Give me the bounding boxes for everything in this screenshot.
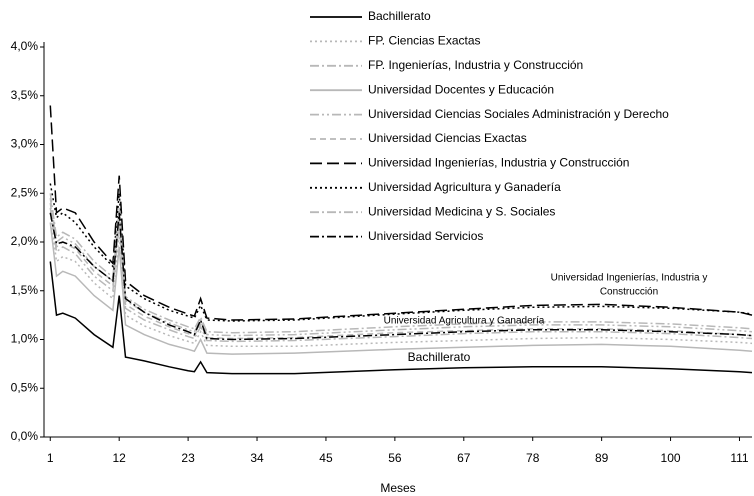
legend-label: Universidad Ciencias Sociales Administra…	[368, 107, 669, 121]
series-line	[49, 197, 753, 337]
legend-label: Universidad Docentes y Educación	[368, 82, 554, 96]
x-tick-label: 12	[113, 451, 127, 465]
y-tick-label: 3,5%	[11, 88, 39, 102]
y-tick-label: 0,0%	[11, 429, 39, 443]
x-tick-label: 89	[595, 451, 609, 465]
y-tick-label: 4,0%	[11, 39, 39, 53]
annotation: Universidad Ingenierías, Industria y	[551, 273, 708, 284]
series-line	[49, 212, 753, 348]
x-tick-label: 23	[181, 451, 195, 465]
legend-label: Universidad Servicios	[368, 229, 483, 243]
series-line	[49, 105, 753, 321]
series-line	[49, 207, 753, 343]
legend-label: FP. Ingenierías, Industria y Construcció…	[368, 58, 583, 72]
x-tick-label: 100	[661, 451, 681, 465]
series-line	[49, 261, 753, 375]
series-line	[49, 193, 753, 334]
x-tick-label: 67	[457, 451, 471, 465]
annotation: Bachillerato	[408, 350, 471, 364]
x-tick-label: 34	[250, 451, 264, 465]
annotation: Construcción	[600, 287, 658, 298]
y-tick-label: 1,5%	[11, 283, 39, 297]
y-tick-label: 2,0%	[11, 234, 39, 248]
x-tick-label: 45	[319, 451, 333, 465]
y-tick-label: 2,5%	[11, 185, 39, 199]
x-tick-label: 111	[730, 451, 749, 465]
y-tick-label: 1,0%	[11, 332, 39, 346]
series-line	[49, 202, 753, 340]
y-tick-label: 0,5%	[11, 380, 39, 394]
x-axis-label: Meses	[380, 481, 415, 495]
x-tick-label: 1	[47, 451, 54, 465]
series-line	[49, 212, 753, 341]
legend-label: Universidad Agricultura y Ganadería	[368, 180, 561, 194]
annotation: Universidad Agricultura y Ganadería	[384, 316, 545, 327]
series-line	[49, 222, 753, 355]
legend-label: Universidad Ciencias Exactas	[368, 131, 527, 145]
legend-label: Universidad Medicina y S. Sociales	[368, 204, 555, 218]
y-tick-label: 3,0%	[11, 137, 39, 151]
legend-label: Universidad Ingenierías, Industria y Con…	[368, 156, 629, 170]
legend-label: FP. Ciencias Exactas	[368, 34, 481, 48]
legend-label: Bachillerato	[368, 9, 431, 23]
x-tick-label: 78	[526, 451, 540, 465]
x-tick-label: 56	[388, 451, 402, 465]
